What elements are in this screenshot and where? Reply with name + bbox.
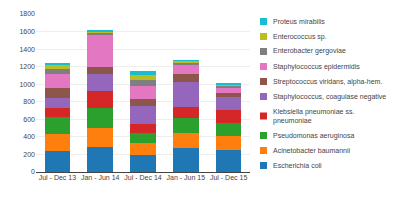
svg-text:Klebsiella pneumoniae ss.pneum: Klebsiella pneumoniae ss.pneumoniae <box>273 108 354 125</box>
svg-text:Jan - Jun 15: Jan - Jun 15 <box>167 174 206 181</box>
svg-text:Streptococcus viridans, alpha-: Streptococcus viridans, alpha-hem. <box>273 78 382 86</box>
svg-text:Enterococcus sp.: Enterococcus sp. <box>273 33 327 41</box>
svg-text:Pseudomonas aeruginosa: Pseudomonas aeruginosa <box>273 132 354 140</box>
svg-text:Enterobacter gergoviae: Enterobacter gergoviae <box>273 47 346 55</box>
svg-text:Escherichia coli: Escherichia coli <box>273 162 322 169</box>
svg-text:800: 800 <box>23 98 35 105</box>
svg-text:Proteus mirabilis: Proteus mirabilis <box>273 18 325 25</box>
svg-text:Jul - Dec 14: Jul - Dec 14 <box>124 174 161 181</box>
svg-text:1200: 1200 <box>19 63 35 70</box>
svg-text:Jul - Dec 15: Jul - Dec 15 <box>210 174 247 181</box>
svg-text:400: 400 <box>23 133 35 140</box>
svg-text:Jan - Jun 14: Jan - Jun 14 <box>81 174 120 181</box>
svg-text:1800: 1800 <box>19 10 35 17</box>
svg-text:1400: 1400 <box>19 46 35 53</box>
svg-text:Staphylococcus epidermidis: Staphylococcus epidermidis <box>273 63 360 71</box>
svg-text:Acinetobacter baumannii: Acinetobacter baumannii <box>273 147 350 154</box>
svg-text:600: 600 <box>23 116 35 123</box>
svg-text:200: 200 <box>23 151 35 158</box>
svg-text:Staphylococcus, coagulase nega: Staphylococcus, coagulase negative <box>273 93 386 101</box>
svg-text:1000: 1000 <box>19 81 35 88</box>
svg-text:1600: 1600 <box>19 28 35 35</box>
svg-text:Jul - Dec 13: Jul - Dec 13 <box>39 174 76 181</box>
svg-text:0: 0 <box>31 168 35 175</box>
